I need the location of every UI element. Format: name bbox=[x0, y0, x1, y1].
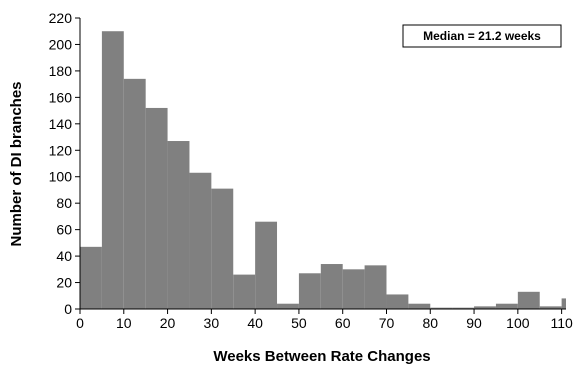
x-tick-label: 0 bbox=[76, 315, 84, 331]
y-tick-label: 140 bbox=[49, 116, 73, 132]
histogram-bar bbox=[298, 273, 321, 309]
histogram-bar bbox=[495, 303, 518, 309]
histogram-bar bbox=[211, 188, 234, 309]
histogram-bar bbox=[277, 303, 299, 309]
y-tick-label: 20 bbox=[56, 275, 72, 291]
x-tick-label: 30 bbox=[204, 315, 220, 331]
x-axis-title: Weeks Between Rate Changes bbox=[213, 348, 430, 365]
y-tick-label: 220 bbox=[49, 10, 73, 26]
median-annotation: Median = 21.2 weeks bbox=[402, 24, 562, 48]
histogram-bar bbox=[80, 246, 102, 309]
y-axis-title: Number of DI branches bbox=[8, 81, 25, 246]
histogram-bar bbox=[233, 274, 256, 309]
x-axis-ticks: 0 10 20 30 40 50 60 70 80 90 100 110 bbox=[76, 309, 573, 331]
histogram-bar bbox=[430, 307, 453, 309]
y-tick-label: 80 bbox=[56, 195, 72, 211]
histogram-bar bbox=[561, 298, 566, 309]
median-annotation-box bbox=[402, 24, 562, 48]
x-tick-label: 10 bbox=[116, 315, 132, 331]
y-tick-label: 200 bbox=[49, 36, 73, 52]
y-tick-label: 160 bbox=[49, 89, 73, 105]
y-axis-ticks: 0 20 40 60 80 100 120 140 160 180 200 220 bbox=[49, 10, 80, 317]
x-tick-label: 70 bbox=[379, 315, 395, 331]
x-tick-label: 60 bbox=[335, 315, 351, 331]
x-tick-label: 40 bbox=[247, 315, 263, 331]
y-tick-label: 60 bbox=[56, 222, 72, 238]
y-tick-label: 0 bbox=[64, 301, 72, 317]
bars-group bbox=[80, 31, 566, 310]
histogram-bar bbox=[408, 303, 431, 309]
x-tick-label: 80 bbox=[422, 315, 438, 331]
histogram-bar bbox=[255, 221, 278, 309]
median-annotation-text: Median = 21.2 weeks bbox=[423, 29, 541, 43]
x-tick-label: 100 bbox=[506, 315, 530, 331]
histogram-bar bbox=[123, 78, 146, 309]
histogram-bar bbox=[386, 294, 409, 309]
histogram-bar bbox=[320, 264, 343, 309]
x-tick-label: 50 bbox=[291, 315, 307, 331]
histogram-bar bbox=[101, 31, 124, 310]
histogram-bar bbox=[167, 141, 190, 309]
y-tick-label: 180 bbox=[49, 63, 73, 79]
x-tick-label: 110 bbox=[550, 315, 573, 331]
histogram-bar bbox=[474, 306, 496, 309]
x-tick-label: 90 bbox=[466, 315, 482, 331]
histogram-bar bbox=[342, 269, 365, 309]
y-tick-label: 40 bbox=[56, 248, 72, 264]
y-tick-label: 100 bbox=[49, 169, 73, 185]
histogram-bar bbox=[539, 306, 562, 309]
histogram-bar bbox=[452, 307, 475, 309]
histogram-bar bbox=[189, 172, 212, 309]
x-tick-label: 20 bbox=[160, 315, 176, 331]
histogram-bar bbox=[364, 265, 387, 309]
y-tick-label: 120 bbox=[49, 142, 73, 158]
histogram-bar bbox=[517, 291, 540, 309]
histogram-bar bbox=[145, 107, 168, 309]
